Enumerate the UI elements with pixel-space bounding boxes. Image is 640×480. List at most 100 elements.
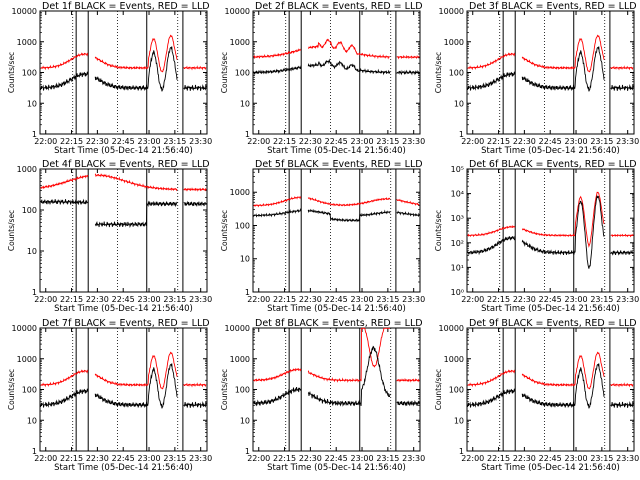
x-tick-label: 22:45 [539,454,562,463]
red-lld-series [467,351,634,390]
x-tick-label: 23:30 [402,137,425,146]
x-tick-label: 23:15 [163,295,186,304]
black-events-series [253,208,420,223]
detector-panel-9: Det 9f BLACK = Events, RED = LLD 1 10 100 10… [434,318,639,473]
y-tick-label: 1000 [17,355,37,364]
y-axis-label: Counts/sec [434,210,443,251]
y-tick-label: 100 [449,69,464,78]
plot-frame [39,10,208,135]
y-tick-label: 10 [240,416,250,425]
panel-title: Det 6f BLACK = Events, RED = LLD [469,159,637,170]
x-tick-label: 22:30 [299,137,322,146]
y-tick-label: 10 [27,99,37,108]
detector-panel-8: Det 8f BLACK = Events, RED = LLD 1 10 100 10… [220,318,425,473]
detector-panel-6: Det 6f BLACK = Events, RED = LLD 10⁰ 10¹ 10… [434,159,639,314]
x-tick-label: 23:00 [565,295,588,304]
y-tick-label: 1 [245,447,250,456]
y-tick-label: 10¹ [451,263,464,272]
plot-frame [466,327,635,452]
panel-title: Det 1f BLACK = Events, RED = LLD [42,1,210,12]
x-tick-label: 22:30 [299,454,322,463]
y-tick-label: 10 [454,416,464,425]
plot-frame [252,327,421,452]
red-lld-series [40,34,207,73]
y-axis-label: Counts/sec [220,369,229,410]
x-tick-label: 22:00 [461,137,484,146]
panel-title: Det 3f BLACK = Events, RED = LLD [469,1,637,12]
x-axis-label: Start Time (05-Dec-14 21:56:40) [267,146,406,156]
y-tick-label: 100 [449,386,464,395]
x-tick-label: 22:15 [60,295,83,304]
panel-title: Det 2f BLACK = Events, RED = LLD [255,1,423,12]
detector-panel-3: Det 3f BLACK = Events, RED = LLD 1 10 100 10… [434,1,639,156]
x-tick-label: 23:15 [590,137,613,146]
y-tick-label: 10000 [225,7,250,16]
x-tick-label: 22:15 [487,295,510,304]
x-tick-label: 22:45 [539,137,562,146]
x-tick-label: 22:15 [273,295,296,304]
x-axis-label: Start Time (05-Dec-14 21:56:40) [481,304,620,314]
x-tick-label: 22:00 [247,454,270,463]
x-tick-label: 23:30 [189,295,212,304]
plot-frame [39,168,208,293]
x-tick-label: 23:30 [189,454,212,463]
x-tick-label: 22:30 [299,295,322,304]
x-tick-label: 23:30 [616,137,639,146]
x-tick-label: 22:30 [513,137,536,146]
plot-frame [252,168,421,293]
plot-frame [39,327,208,452]
x-axis-label: Start Time (05-Dec-14 21:56:40) [481,463,620,473]
y-tick-label: 1000 [230,188,250,197]
x-tick-label: 22:00 [34,454,57,463]
y-tick-label: 1000 [230,38,250,47]
panel-title: Det 8f BLACK = Events, RED = LLD [255,318,423,329]
x-tick-label: 22:15 [487,137,510,146]
y-tick-label: 10⁰ [451,288,464,297]
x-tick-label: 22:15 [273,137,296,146]
red-lld-series [40,351,207,390]
y-axis-label: Counts/sec [434,369,443,410]
x-tick-label: 23:00 [138,137,161,146]
x-tick-label: 22:45 [112,137,135,146]
x-tick-label: 22:00 [461,295,484,304]
x-tick-label: 22:45 [539,295,562,304]
x-tick-label: 23:00 [565,137,588,146]
y-tick-label: 100 [22,206,37,215]
panel-title: Det 7f BLACK = Events, RED = LLD [42,318,210,329]
black-events-series [467,46,634,92]
x-tick-label: 23:30 [402,454,425,463]
x-tick-label: 23:15 [376,454,399,463]
x-tick-label: 22:15 [273,454,296,463]
x-tick-label: 22:15 [60,454,83,463]
y-tick-label: 10000 [12,7,37,16]
black-events-series [253,58,420,76]
y-axis-label: Counts/sec [220,210,229,251]
y-tick-label: 1000 [444,355,464,364]
x-tick-label: 23:15 [590,295,613,304]
x-axis-label: Start Time (05-Dec-14 21:56:40) [54,304,193,314]
detector-panel-7: Det 7f BLACK = Events, RED = LLD 1 10 100 10… [7,318,212,473]
detector-panel-1: Det 1f BLACK = Events, RED = LLD 1 10 100 10… [7,1,212,156]
detector-panel-5: Det 5f BLACK = Events, RED = LLD 1 10 100 10… [220,159,425,314]
x-tick-label: 23:15 [163,454,186,463]
x-tick-label: 23:15 [376,295,399,304]
x-tick-label: 23:30 [616,295,639,304]
x-tick-label: 22:00 [247,295,270,304]
detector-panel-2: Det 2f BLACK = Events, RED = LLD 1 10 100 10… [220,1,425,156]
y-tick-label: 1 [32,288,37,297]
y-tick-label: 10 [27,247,37,256]
y-tick-label: 1 [459,130,464,139]
x-tick-label: 22:30 [86,137,109,146]
red-lld-series [467,34,634,73]
x-axis-label: Start Time (05-Dec-14 21:56:40) [481,146,620,156]
x-tick-label: 22:15 [487,454,510,463]
black-events-series [40,198,207,229]
x-tick-label: 22:45 [325,137,348,146]
y-tick-label: 1000 [444,38,464,47]
x-tick-label: 23:30 [616,454,639,463]
x-axis-label: Start Time (05-Dec-14 21:56:40) [54,463,193,473]
x-tick-label: 22:45 [325,295,348,304]
x-tick-label: 23:15 [590,454,613,463]
red-lld-series [467,191,634,248]
